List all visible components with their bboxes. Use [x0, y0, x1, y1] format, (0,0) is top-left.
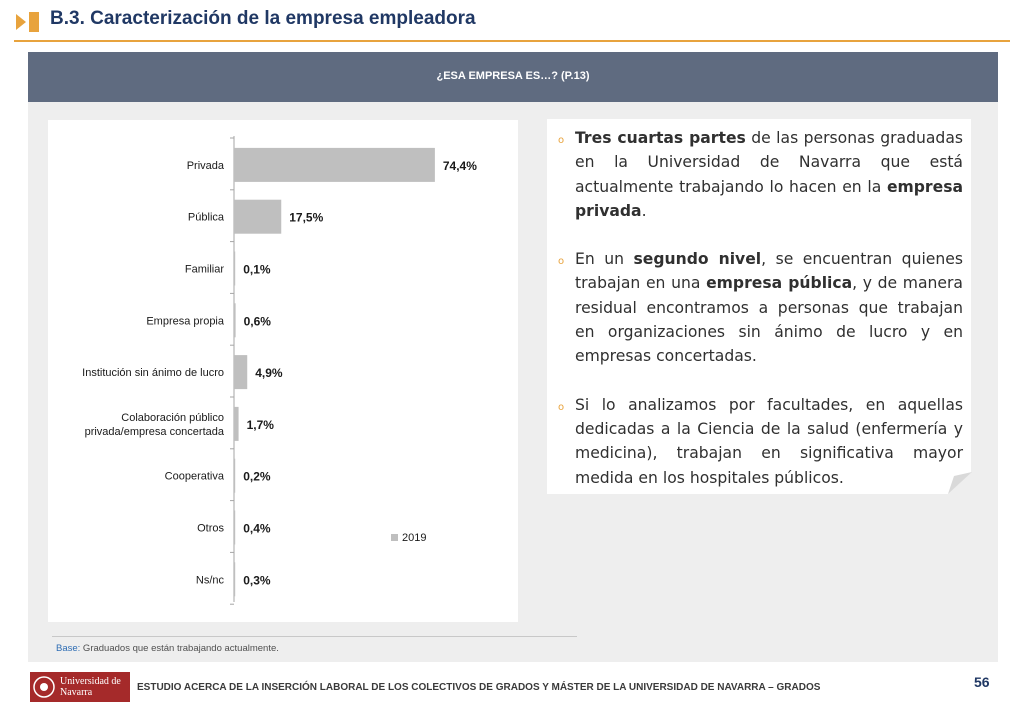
bullet-emphasis: segundo nivel [633, 250, 762, 269]
bullet-emphasis: empresa privada [575, 177, 963, 220]
bar [234, 199, 282, 234]
category-label: Familiar [185, 264, 224, 276]
bullet-marker-icon: o [558, 135, 565, 146]
bullet-text: En un [575, 250, 634, 269]
category-label: Otros [197, 523, 224, 535]
category-label-line: Pública [188, 212, 225, 224]
base-note: Base: Graduados que están trabajando act… [56, 643, 279, 654]
category-label: Empresa propia [146, 315, 225, 327]
base-divider [52, 636, 577, 637]
bullet-item: o Si lo analizamos por facultades, en aqu… [558, 393, 963, 490]
page-curl-icon [948, 472, 972, 494]
bar [234, 406, 239, 441]
value-label: 0,6% [244, 314, 272, 328]
bar [234, 562, 236, 597]
bullet-text: , y de manera residual encontramos a per… [575, 274, 963, 366]
value-label: 0,3% [243, 573, 271, 587]
chart-panel [48, 120, 518, 622]
bullet-emphasis: Tres cuartas partes [575, 129, 746, 147]
logo-text: Universidad de Navarra [60, 676, 121, 698]
bar-chart: Privada 74,4% Pública 17,5% Familiar 0,1% Empr… [82, 136, 477, 605]
page-header: B.3. Caracterización de la empresa emple… [0, 0, 1024, 44]
bullet-text: . [641, 201, 647, 220]
category-label: Cooperativa [165, 471, 225, 483]
category-label: Institución sin ánimo de lucro [82, 367, 224, 379]
bar [234, 458, 236, 493]
footer-text: ESTUDIO ACERCA DE LA INSERCIÓN LABORAL D… [137, 682, 821, 693]
bullet-text: , se encuentran quienes trabajan en una [575, 250, 963, 293]
base-text: Graduados que están trabajando actualmen… [80, 643, 279, 654]
category-label-line: Ns/nc [196, 574, 225, 586]
header-divider [14, 40, 1010, 42]
bar [234, 303, 236, 338]
banner-text: ¿ESA EMPRESA ES…? (P.13) [436, 70, 590, 82]
category-label-line: Privada [187, 160, 225, 172]
university-logo: Universidad de Navarra [30, 672, 130, 702]
page-number: 56 [974, 674, 990, 690]
bar [234, 510, 236, 545]
bullet-item: o En un segundo nivel, se encuentran quie… [558, 247, 963, 368]
bullet-text: de las personas graduadas en la Universi… [575, 129, 963, 196]
category-label-line: Institución sin ánimo de lucro [82, 367, 224, 379]
value-label: 0,4% [243, 522, 271, 536]
commentary-panel [547, 119, 971, 494]
bullet-item: o Tres cuartas partes de las personas gra… [558, 126, 963, 223]
commentary-bullets: o Tres cuartas partes de las personas gra… [558, 126, 963, 514]
value-label: 0,1% [243, 263, 271, 277]
category-label: Colaboración público privada/empresa conc… [85, 412, 225, 438]
category-label-line: Empresa propia [146, 315, 225, 327]
category-label: Privada [187, 160, 225, 172]
value-label: 74,4% [443, 159, 477, 173]
question-banner: ¿ESA EMPRESA ES…? (P.13) [28, 52, 998, 102]
page-title: B.3. Caracterización de la empresa emple… [50, 8, 476, 29]
bar [234, 147, 435, 182]
crest-icon [33, 676, 55, 698]
bar [234, 251, 236, 286]
legend-swatch [391, 534, 398, 541]
legend-label: 2019 [402, 532, 426, 544]
bullet-marker-icon: o [558, 256, 565, 268]
category-label-line: Otros [197, 523, 224, 535]
value-label: 0,2% [243, 470, 271, 484]
value-label: 4,9% [255, 366, 283, 380]
category-label-line: privada/empresa concertada [85, 426, 225, 438]
value-label: 17,5% [289, 211, 323, 225]
category-label-line: Cooperativa [165, 471, 225, 483]
category-label: Ns/nc [196, 574, 225, 586]
double-chevron-icon [16, 12, 39, 32]
bullet-marker-icon: o [558, 401, 565, 413]
category-label-line: Colaboración público [121, 412, 224, 424]
bar [234, 355, 248, 390]
category-label-line: Familiar [185, 264, 224, 276]
value-label: 1,7% [247, 418, 275, 432]
category-label: Pública [188, 212, 225, 224]
bullet-text: Si lo analizamos por facultades, en aque… [575, 395, 963, 487]
bullet-emphasis: empresa pública [706, 274, 853, 293]
base-label: Base: [56, 643, 81, 654]
